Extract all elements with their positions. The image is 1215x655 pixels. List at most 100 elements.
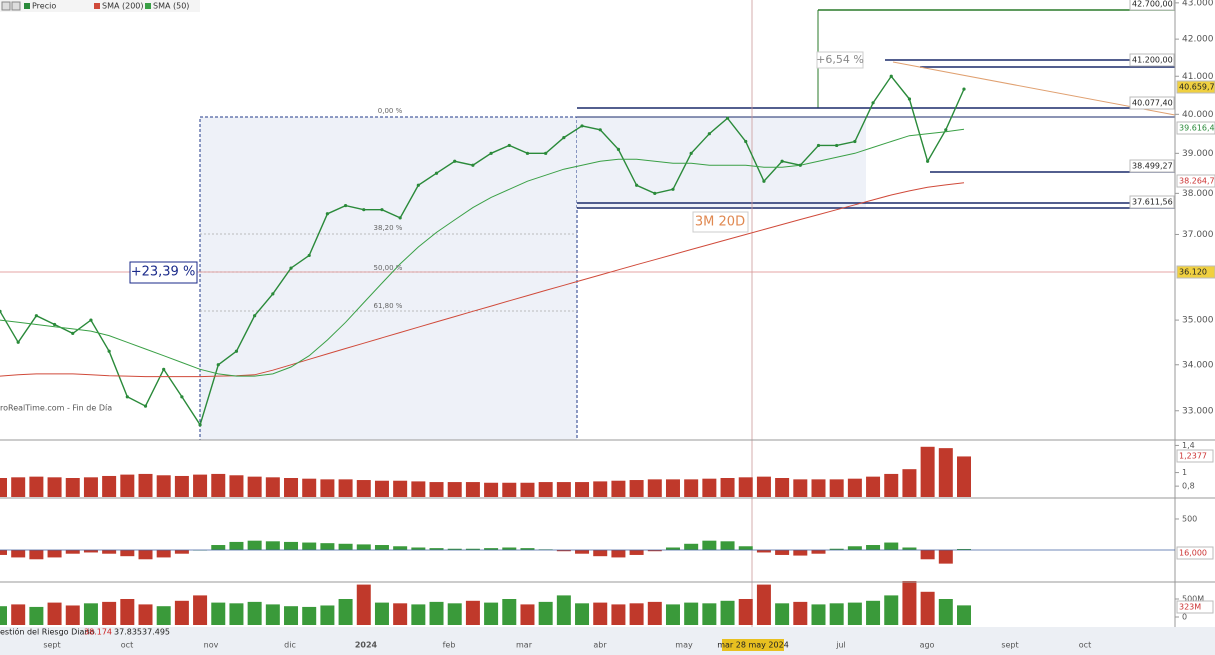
panel-tag: 16,000 xyxy=(1179,549,1207,558)
bar xyxy=(65,549,80,554)
legend-item[interactable]: SMA (50) xyxy=(153,2,189,11)
x-tick-label: oct xyxy=(121,641,133,650)
bar xyxy=(247,601,262,625)
bar xyxy=(647,479,662,497)
price-point xyxy=(471,163,475,167)
bar xyxy=(229,603,244,625)
bar xyxy=(393,603,408,625)
x-tick-label: feb xyxy=(443,641,456,650)
x-tick-label: mar xyxy=(516,641,533,650)
bar xyxy=(756,584,771,625)
price-tag: 37.611,56 xyxy=(1132,198,1173,207)
bar xyxy=(593,602,608,625)
panel-tag: 323M xyxy=(1179,603,1201,612)
bar xyxy=(538,482,553,497)
bar xyxy=(211,602,226,625)
footer-value: 37.495 xyxy=(142,628,170,637)
bar xyxy=(866,600,881,625)
price-point xyxy=(962,87,966,91)
bar xyxy=(0,606,7,625)
bar xyxy=(83,477,98,497)
price-tag-box xyxy=(1129,195,1175,209)
bar xyxy=(938,549,953,564)
legend-item[interactable]: Precio xyxy=(32,2,56,11)
x-tick-label: ago xyxy=(920,641,935,650)
bar xyxy=(247,476,262,497)
annotation: 0,00 % xyxy=(378,107,403,115)
panel-tag-box xyxy=(1176,546,1214,560)
bar xyxy=(866,476,881,497)
bar xyxy=(684,602,699,625)
price-point xyxy=(780,159,784,163)
bar xyxy=(866,545,881,550)
bar xyxy=(356,480,371,497)
bar xyxy=(465,482,480,497)
y-tick-label: 33.000 xyxy=(1182,406,1214,416)
legend-item[interactable]: SMA (200) xyxy=(102,2,144,11)
bar xyxy=(920,549,935,560)
bar xyxy=(211,545,226,550)
bar xyxy=(647,601,662,625)
y-tick-label: 43.000 xyxy=(1182,0,1214,8)
price-point xyxy=(271,292,275,296)
bar xyxy=(920,591,935,625)
bar xyxy=(957,605,971,625)
bar xyxy=(938,598,953,625)
tool-icon[interactable] xyxy=(11,1,21,11)
bar xyxy=(29,476,44,497)
price-point xyxy=(234,349,239,353)
plots xyxy=(0,74,971,625)
bar xyxy=(156,475,171,497)
y-tick-label: 500 xyxy=(1182,514,1197,523)
bar xyxy=(0,549,7,555)
bar xyxy=(829,603,844,625)
footer-value: 37.835 xyxy=(114,628,142,637)
bar xyxy=(320,543,335,550)
bar xyxy=(465,600,480,625)
price-point xyxy=(125,395,129,399)
bar xyxy=(520,548,535,550)
x-axis-band xyxy=(0,627,1215,655)
bar xyxy=(102,549,117,554)
bar xyxy=(902,580,917,625)
bar xyxy=(502,547,517,550)
bar xyxy=(520,604,535,625)
price-point xyxy=(744,139,748,144)
price-point xyxy=(143,404,148,408)
bar xyxy=(611,604,626,625)
bar xyxy=(0,478,7,497)
bar xyxy=(65,605,80,625)
bar xyxy=(720,478,735,497)
price-point xyxy=(653,191,657,195)
price-point xyxy=(507,143,511,148)
bar xyxy=(647,549,662,552)
bar xyxy=(575,603,590,625)
tool-icon[interactable] xyxy=(1,1,11,11)
annotation: +23,39 % xyxy=(131,265,196,280)
price-tag-box xyxy=(1176,265,1215,279)
legend-swatch xyxy=(145,3,151,9)
bar xyxy=(120,598,135,625)
bar xyxy=(702,603,717,625)
bar xyxy=(702,478,717,497)
bar xyxy=(575,482,590,497)
bar xyxy=(265,604,280,625)
bar xyxy=(156,606,171,625)
bar xyxy=(102,601,117,625)
bar xyxy=(575,549,590,554)
x-tick-label: jul xyxy=(835,641,846,650)
bar xyxy=(920,446,935,497)
price-point xyxy=(16,340,20,344)
bar xyxy=(265,541,280,550)
y-tick-label: 0,8 xyxy=(1182,482,1195,491)
annotation: 38,20 % xyxy=(374,224,403,232)
bar xyxy=(502,482,517,497)
price-tag: 42.700,00 xyxy=(1132,0,1173,9)
footer-value: 38.174 xyxy=(84,628,112,637)
bar xyxy=(302,606,317,625)
x-tick-label: sept xyxy=(43,641,60,650)
bar xyxy=(629,603,644,625)
bar xyxy=(65,478,80,497)
price-point xyxy=(198,423,202,427)
price-point xyxy=(380,208,384,212)
